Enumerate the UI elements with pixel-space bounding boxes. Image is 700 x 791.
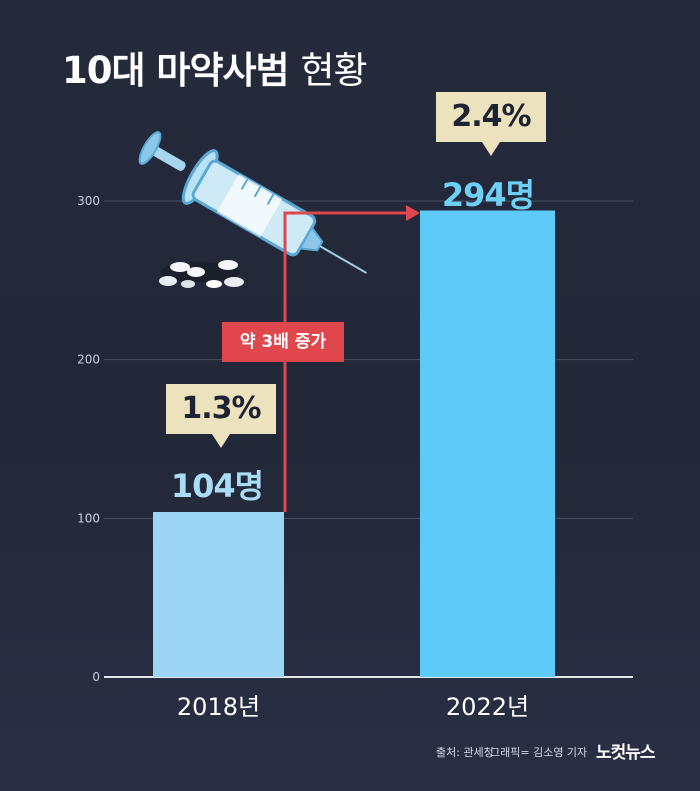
share-callout-2022: 2.4%	[436, 92, 546, 156]
increase-annotation: 약 3배 증가	[222, 322, 344, 362]
page-title: 10대 마약사범 현황	[62, 40, 368, 94]
bars	[153, 210, 555, 677]
data-label-2022: 294명	[441, 176, 535, 214]
y-tick-label: 0	[92, 670, 100, 684]
bar-2022년	[420, 210, 555, 677]
y-tick-label: 300	[77, 194, 100, 208]
syringe-icon	[138, 131, 368, 274]
pills-icon	[159, 260, 244, 288]
y-tick-label: 200	[77, 353, 100, 367]
share-callout-2018: 1.3%	[166, 384, 276, 448]
y-tick-labels: 0 100 200 300	[77, 194, 100, 684]
logo: 노컷뉴스	[596, 743, 656, 763]
x-tick-label: 2018년	[177, 693, 260, 721]
title-main: 10대 마약사범	[62, 49, 290, 92]
graphic-credit: 그래픽= 김소영 기자	[490, 746, 588, 759]
source-text: 출처: 관세청	[436, 746, 494, 759]
x-tick-labels: 2018년 2022년	[177, 693, 529, 721]
title-sub: 현황	[300, 49, 367, 92]
x-tick-label: 2022년	[446, 693, 529, 721]
increase-arrow	[283, 205, 420, 512]
data-label-2018: 104명	[170, 467, 264, 505]
bar-2018년	[153, 511, 284, 677]
y-tick-label: 100	[77, 511, 100, 525]
